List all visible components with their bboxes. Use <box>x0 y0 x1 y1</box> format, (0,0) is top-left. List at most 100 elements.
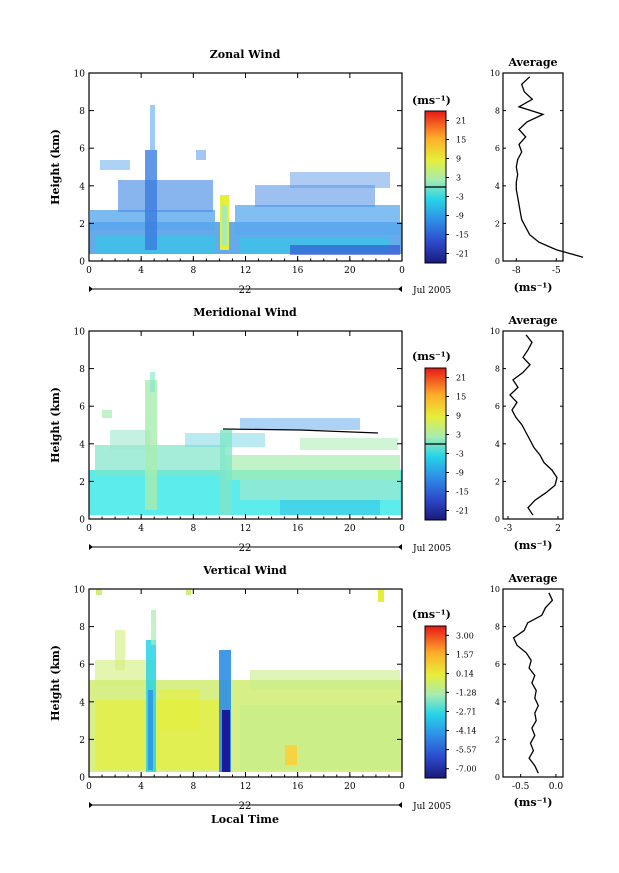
avg-x-tick-label: 2 <box>555 524 561 534</box>
date-label: 22 <box>239 801 252 812</box>
colorbar-tick-label: -21 <box>456 250 469 259</box>
date-label: 22 <box>239 543 252 554</box>
avg-x-tick-label: -0.5 <box>512 782 530 792</box>
colorbar-tick-label: 1.57 <box>456 650 474 659</box>
panel-meridional-wind: Meridional Wind 0 2 4 6 8 10 0 4 8 12 16 20 0 Height… <box>49 306 564 554</box>
x-tick-label: 12 <box>240 524 251 534</box>
avg-x-tick-label: 0.0 <box>549 782 564 792</box>
average-profile: Average 0 2 4 6 8 10 -0.5 0.0 (ms⁻¹) <box>490 572 564 809</box>
avg-y-tick-label: 4 <box>495 182 500 191</box>
average-profile-line <box>515 76 584 258</box>
x-tick-label: 12 <box>240 782 251 792</box>
colorbar-tick-label: -1.28 <box>456 688 477 697</box>
y-tick-label: 8 <box>79 623 85 633</box>
x-tick-label: 0 <box>399 266 405 276</box>
colorbar-tick-label: -7.00 <box>456 765 477 774</box>
x-tick-label: 12 <box>240 266 251 276</box>
avg-y-tick-label: 8 <box>495 365 500 374</box>
colorbar-tick-label: 15 <box>456 136 466 145</box>
average-profile-line <box>512 592 554 774</box>
month-label: Jul 2005 <box>412 544 451 554</box>
avg-y-tick-label: 0 <box>495 257 500 266</box>
average-title: Average <box>507 56 557 69</box>
x-tick-label: 4 <box>138 266 144 276</box>
colorbar: (ms⁻¹) 21 15 9 3 -3 -9 -15 -21 <box>412 94 469 264</box>
colorbar-tick-label: 21 <box>456 117 466 126</box>
average-xlabel: (ms⁻¹) <box>514 281 553 294</box>
y-tick-label: 0 <box>79 258 85 268</box>
average-title: Average <box>507 314 557 327</box>
avg-y-tick-label: 8 <box>495 107 500 116</box>
avg-x-tick-label: -5 <box>552 266 561 276</box>
colorbar-tick-label: -2.71 <box>456 707 477 716</box>
x-axis-label: Local Time <box>211 813 279 826</box>
colorbar-tick-label: -5.57 <box>456 746 477 755</box>
colorbar-tick-label: -21 <box>456 507 469 516</box>
heatmap-field <box>89 372 402 515</box>
avg-y-tick-label: 10 <box>490 585 500 594</box>
avg-y-tick-label: 2 <box>495 219 500 228</box>
x-tick-label: 0 <box>399 782 405 792</box>
y-tick-label: 8 <box>79 107 85 117</box>
chart-title: Vertical Wind <box>202 564 287 577</box>
y-tick-label: 6 <box>79 403 85 413</box>
y-tick-label: 6 <box>79 145 85 155</box>
x-tick-label: 4 <box>138 782 144 792</box>
x-tick-label: 0 <box>86 782 92 792</box>
y-tick-label: 8 <box>79 365 85 375</box>
x-tick-label: 8 <box>190 524 196 534</box>
y-tick-label: 4 <box>79 182 85 192</box>
month-label: Jul 2005 <box>412 286 451 296</box>
y-tick-label: 2 <box>79 736 85 746</box>
average-xlabel: (ms⁻¹) <box>514 796 553 809</box>
avg-y-tick-label: 6 <box>495 660 500 669</box>
x-tick-label: 0 <box>399 524 405 534</box>
x-tick-label: 20 <box>344 266 356 276</box>
avg-x-tick-label: -3 <box>504 524 513 534</box>
x-tick-label: 16 <box>292 782 304 792</box>
panel-vertical-wind: Vertical Wind 0 2 4 6 8 10 0 4 8 12 16 20 0 Height (… <box>49 564 564 826</box>
colorbar-tick-label: 9 <box>456 155 461 164</box>
colorbar-tick-label: -15 <box>456 488 469 497</box>
y-axis-label: Height (km) <box>49 645 62 721</box>
x-tick-label: 8 <box>190 266 196 276</box>
x-tick-label: 20 <box>344 524 356 534</box>
avg-y-tick-label: 2 <box>495 735 500 744</box>
colorbar-tick-label: -9 <box>456 212 464 221</box>
y-tick-label: 4 <box>79 440 85 450</box>
avg-y-tick-label: 6 <box>495 144 500 153</box>
y-tick-label: 2 <box>79 220 85 230</box>
avg-y-tick-label: 6 <box>495 402 500 411</box>
y-tick-label: 6 <box>79 661 85 671</box>
colorbar-unit: (ms⁻¹) <box>412 350 451 363</box>
average-profile: Average 0 2 4 6 8 10 -5 -8 (ms⁻¹) <box>490 56 584 294</box>
colorbar-unit: (ms⁻¹) <box>412 94 451 107</box>
month-label: Jul 2005 <box>412 802 451 812</box>
y-tick-label: 4 <box>79 698 85 708</box>
y-tick-label: 0 <box>79 774 85 784</box>
x-tick-label: 20 <box>344 782 356 792</box>
x-tick-label: 16 <box>292 524 304 534</box>
colorbar-tick-label: 21 <box>456 374 466 383</box>
colorbar-tick-label: -3 <box>456 193 464 202</box>
chart-title: Zonal Wind <box>210 48 281 61</box>
y-axis-label: Height (km) <box>49 387 62 463</box>
colorbar-tick-label: -3 <box>456 450 464 459</box>
colorbar-unit: (ms⁻¹) <box>412 608 451 621</box>
chart-title: Meridional Wind <box>193 306 297 319</box>
x-tick-label: 4 <box>138 524 144 534</box>
y-tick-label: 10 <box>74 70 86 80</box>
avg-y-tick-label: 10 <box>490 327 500 336</box>
colorbar: (ms⁻¹) 21 15 9 3 -3 -9 -15 -21 <box>412 350 469 521</box>
colorbar-tick-label: 15 <box>456 393 466 402</box>
average-profile: Average 0 2 4 6 8 10 -3 2 (ms⁻¹) <box>490 314 564 552</box>
x-tick-label: 0 <box>86 524 92 534</box>
x-tick-label: 0 <box>86 266 92 276</box>
avg-y-tick-label: 0 <box>495 515 500 524</box>
colorbar: (ms⁻¹) 3.00 1.57 0.14 -1.28 -2.71 -4.14 -5.57 -… <box>412 608 477 779</box>
colorbar-tick-label: -9 <box>456 469 464 478</box>
avg-y-tick-label: 8 <box>495 623 500 632</box>
x-tick-label: 16 <box>292 266 304 276</box>
